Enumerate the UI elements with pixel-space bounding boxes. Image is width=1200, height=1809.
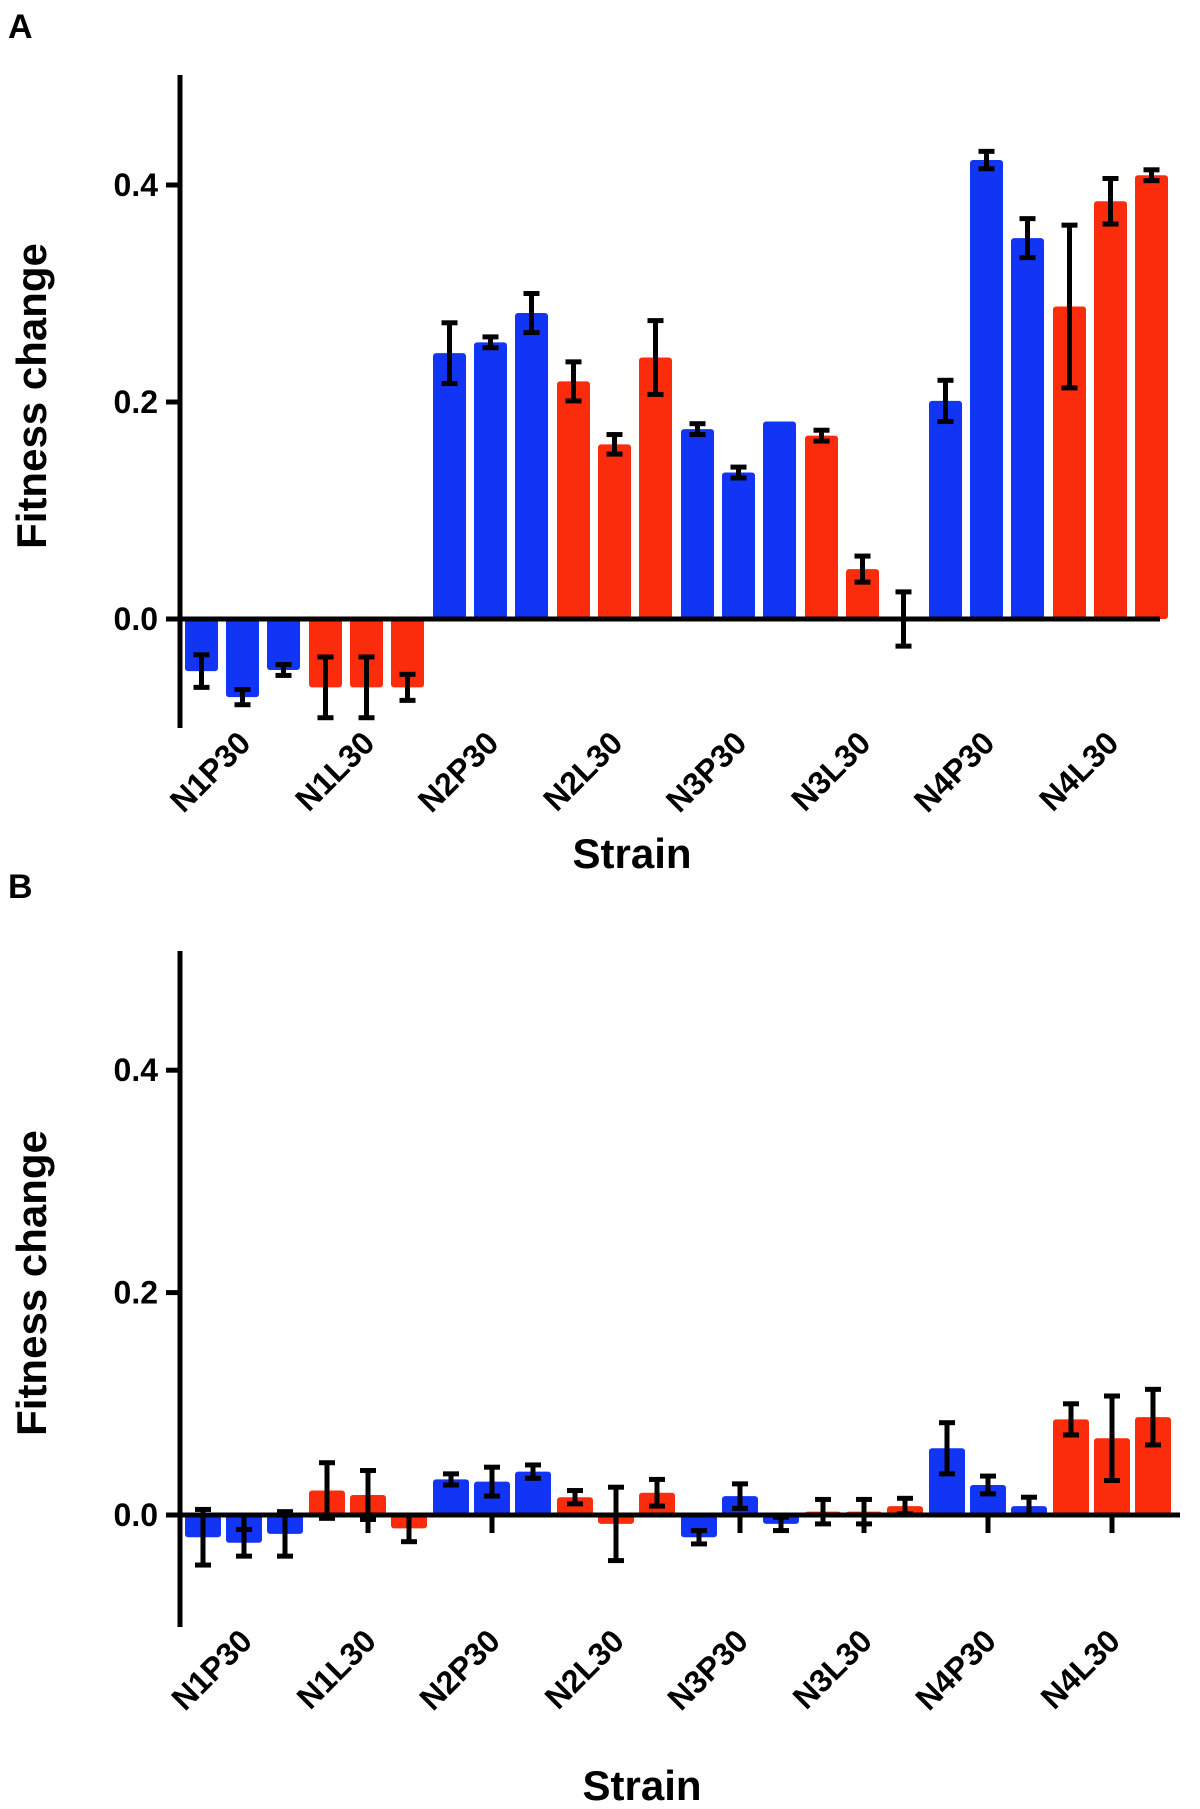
panel-a-y-tick-label: 0.2 bbox=[114, 384, 158, 420]
panel-a-x-tick-label: N1L30 bbox=[288, 724, 381, 817]
panel-a-bar bbox=[1135, 175, 1168, 620]
panel-b-plot: 0.0 0.2 0.4 N1P30 N1L30 N2P30 N2L30 N3P30 N3L30 N… bbox=[114, 951, 1180, 1717]
panel-a-bar bbox=[1053, 306, 1086, 619]
panel-b-bar bbox=[1053, 1419, 1089, 1515]
panel-a-x-tick-label: N2P30 bbox=[411, 724, 506, 819]
panel-b-bar bbox=[970, 1484, 1006, 1515]
panel-b-bar bbox=[433, 1479, 469, 1515]
panel-b-x-tick-label: N1P30 bbox=[164, 1622, 259, 1717]
panel-b-x-axis-title: Strain bbox=[582, 1762, 701, 1809]
panel-b-bar bbox=[1135, 1417, 1171, 1515]
panel-a-bar bbox=[681, 429, 714, 619]
panel-b-x-tick-label: N2P30 bbox=[412, 1622, 507, 1717]
panel-a-y-tick-label: 0.0 bbox=[114, 601, 158, 637]
panel-a-bar bbox=[805, 435, 838, 619]
panel-a-x-tick-label: N4L30 bbox=[1032, 724, 1125, 817]
panel-b-x-tick-label: N2L30 bbox=[538, 1622, 631, 1715]
panel-a-bar bbox=[515, 313, 548, 619]
panel-b-bar bbox=[681, 1515, 717, 1538]
panel-b-y-tick-label: 0.2 bbox=[114, 1275, 158, 1311]
panel-a-bar bbox=[350, 619, 383, 688]
panel-a-bar bbox=[763, 421, 796, 619]
panel-a-bar bbox=[557, 381, 590, 619]
panel-b-x-tick-label: N3L30 bbox=[786, 1622, 879, 1715]
panel-a-bar bbox=[185, 619, 218, 672]
panel-a-y-axis-title: Fitness change bbox=[8, 243, 55, 549]
panel-b-bar bbox=[929, 1448, 965, 1515]
panel-a-label: A bbox=[8, 8, 33, 46]
panel-a-bar bbox=[929, 400, 962, 619]
panel-b-y-tick-label: 0.4 bbox=[114, 1052, 159, 1088]
panel-a-bar bbox=[1094, 201, 1127, 619]
panel-a-bar bbox=[598, 444, 631, 619]
panel-a-x-tick-label: N1P30 bbox=[163, 724, 258, 819]
panel-a-bar bbox=[433, 353, 466, 619]
panel-a-bar bbox=[267, 619, 300, 670]
panel-a-y-tick-label: 0.4 bbox=[114, 167, 159, 203]
panel-a-bars bbox=[185, 148, 1168, 721]
panel-a-bar bbox=[639, 357, 672, 619]
panel-b-bar bbox=[515, 1471, 551, 1515]
panel-a-bar bbox=[846, 569, 879, 619]
panel-a-bar bbox=[226, 619, 259, 698]
panel-a-bar bbox=[970, 160, 1003, 620]
panel-a-bar bbox=[722, 472, 755, 619]
panel-a: A Fitness change Strain 0.0 0.2 0.4 N1P30 N1… bbox=[8, 8, 1168, 877]
panel-a-bar bbox=[1011, 238, 1044, 620]
panel-a-bar bbox=[391, 619, 424, 688]
panel-a-x-tick-label: N3P30 bbox=[659, 724, 754, 819]
panel-b-y-axis-title: Fitness change bbox=[8, 1130, 55, 1436]
panel-a-x-axis-title: Strain bbox=[572, 830, 691, 877]
panel-a-bar bbox=[309, 619, 342, 688]
panel-a-plot: 0.0 0.2 0.4 N1P30 N1L30 N2P30 N2L30 N3P30 N3L30 N… bbox=[114, 75, 1168, 819]
panel-b-label: B bbox=[8, 868, 33, 906]
panel-b-y-tick-label: 0.0 bbox=[114, 1497, 158, 1533]
panel-b-x-tick-label: N4P30 bbox=[908, 1622, 1003, 1717]
panel-b-bars bbox=[185, 1386, 1171, 1568]
panel-b-x-tick-label: N4L30 bbox=[1034, 1622, 1127, 1715]
panel-b-x-tick-label: N1L30 bbox=[290, 1622, 383, 1715]
panel-a-x-tick-label: N4P30 bbox=[907, 724, 1002, 819]
panel-a-x-tick-label: N2L30 bbox=[536, 724, 629, 817]
panel-b: B Fitness change Strain 0.0 0.2 0.4 N1P30 N1… bbox=[8, 868, 1180, 1809]
panel-b-x-tick-label: N3P30 bbox=[660, 1622, 755, 1717]
panel-a-x-tick-label: N3L30 bbox=[784, 724, 877, 817]
panel-a-bar bbox=[474, 342, 507, 619]
